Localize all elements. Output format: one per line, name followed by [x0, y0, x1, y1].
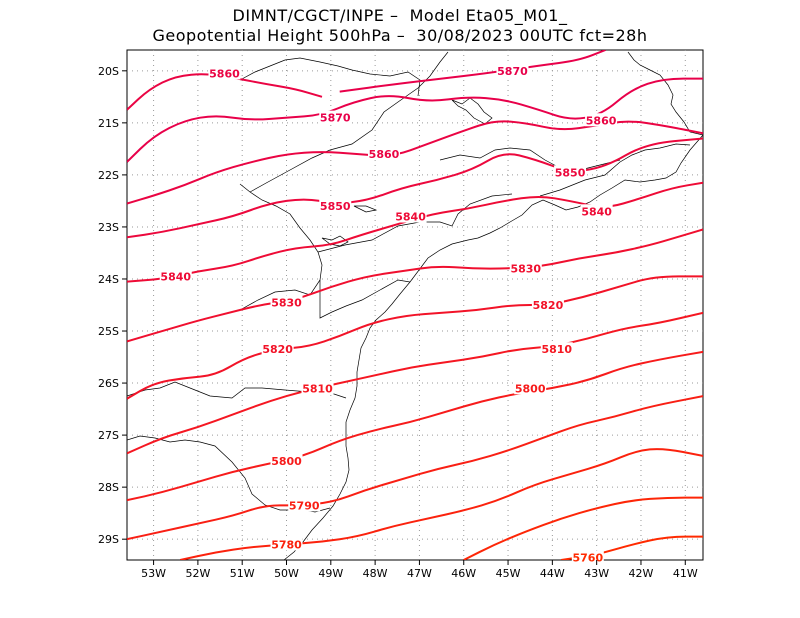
contour-label: 5830: [271, 296, 302, 309]
contour-5870: [339, 50, 606, 93]
height-contours: [127, 50, 703, 560]
contour-label-bg: [301, 381, 334, 395]
lon-tick-label: 47W: [407, 567, 432, 580]
contour-label-bg: [270, 295, 303, 309]
coastline-and-borders: [126, 51, 704, 561]
contour-label-bg: [531, 298, 564, 311]
contour-label-bg: [540, 342, 573, 356]
contour-label-bg: [261, 342, 294, 356]
contour-label: 5850: [320, 200, 351, 213]
lon-tick-label: 53W: [141, 567, 166, 580]
lon-tick-label: 50W: [274, 567, 299, 580]
graticule: [127, 50, 703, 560]
contour-label: 5870: [320, 112, 351, 125]
contour-label-bg: [571, 550, 604, 564]
contour-label: 5840: [581, 205, 612, 218]
contour-label: 5860: [369, 148, 400, 161]
contour-5860: [127, 120, 703, 205]
state-border: [317, 193, 513, 253]
contour-label: 5790: [289, 499, 320, 512]
contour-label-bg: [319, 110, 352, 124]
contour-label-bg: [394, 209, 427, 223]
lon-tick-label: 46W: [451, 567, 476, 580]
axis-ticks: 53W 52W 51W 50W 49W 48W 47W 46W 45W 44W 43W 42W 41W 2…: [98, 65, 698, 580]
contour-label: 5810: [541, 343, 572, 356]
contour-5780: [179, 448, 703, 560]
state-border: [539, 143, 691, 197]
lat-tick-label: 23S: [98, 221, 119, 234]
contour-label: 5840: [160, 270, 191, 283]
contour-label-bg: [554, 165, 587, 179]
contour-label-bg: [496, 63, 529, 77]
map-frame: [126, 49, 704, 561]
contour-label-bg: [585, 113, 618, 127]
contour-label-bg: [288, 498, 321, 512]
contour-label: 5780: [271, 538, 302, 551]
contour-5830: [127, 228, 703, 343]
lon-tick-label: 41W: [673, 567, 698, 580]
contour-label: 5820: [262, 343, 293, 356]
lat-tick-label: 21S: [98, 117, 119, 130]
contour-5820: [127, 275, 703, 400]
lon-tick-label: 42W: [629, 567, 654, 580]
contour-label: 5820: [533, 299, 564, 312]
state-border: [439, 147, 621, 171]
lon-tick-label: 43W: [584, 567, 609, 580]
contour-5810: [127, 311, 703, 455]
state-border: [239, 57, 421, 97]
contour-label-bg: [319, 199, 352, 213]
contour-labels: 5870 5860 5870 5860 5860 5850 5850 5840 5840 5840…: [159, 63, 618, 564]
lat-tick-label: 20S: [98, 65, 119, 78]
lat-tick-label: 25S: [98, 325, 119, 338]
lat-tick-label: 29S: [98, 533, 119, 546]
contour-label: 5870: [497, 65, 528, 78]
contour-label: 5830: [510, 263, 541, 276]
contour-label: 5800: [515, 382, 546, 395]
lon-tick-label: 48W: [363, 567, 388, 580]
reservoir: [451, 97, 493, 125]
contour-5840: [127, 181, 703, 283]
lat-tick-label: 26S: [98, 377, 119, 390]
contour-label-bg: [367, 147, 400, 161]
contour-label-bg: [159, 269, 192, 283]
coastline: [627, 51, 704, 136]
contour-5790: [127, 395, 703, 541]
lon-tick-label: 51W: [230, 567, 255, 580]
contour-label: 5840: [395, 211, 426, 224]
state-border: [249, 51, 449, 193]
reservoir: [353, 205, 378, 213]
contour-label: 5860: [586, 114, 617, 127]
contour-5760: [561, 535, 703, 560]
contour-label: 5860: [209, 67, 240, 80]
lon-tick-label: 45W: [496, 567, 521, 580]
contour-label: 5850: [555, 166, 586, 179]
contour-label: 5810: [302, 382, 333, 395]
contour-label: 5800: [271, 455, 302, 468]
lat-tick-label: 28S: [98, 481, 119, 494]
contour-label-bg: [270, 454, 303, 468]
contour-label-bg: [270, 537, 303, 551]
contour-label: 5760: [572, 551, 603, 564]
contour-label-bg: [580, 204, 613, 218]
contour-5770: [463, 496, 703, 560]
coastline: [283, 134, 704, 561]
map-title-line-1: DIMNT/CGCT/INPE – Model Eta05_M01_: [232, 6, 568, 25]
lat-tick-label: 24S: [98, 273, 119, 286]
lat-tick-label: 27S: [98, 429, 119, 442]
contour-label-bg: [509, 261, 542, 275]
lon-tick-label: 52W: [185, 567, 210, 580]
lon-tick-label: 49W: [318, 567, 343, 580]
contour-label-bg: [514, 381, 547, 395]
contour-label-bg: [208, 66, 241, 80]
lat-tick-label: 22S: [98, 169, 119, 182]
contour-5800: [127, 350, 703, 502]
state-border: [319, 279, 411, 319]
lon-tick-label: 44W: [540, 567, 565, 580]
map-title-line-2: Geopotential Height 500hPa – 30/08/2023 …: [152, 26, 648, 45]
